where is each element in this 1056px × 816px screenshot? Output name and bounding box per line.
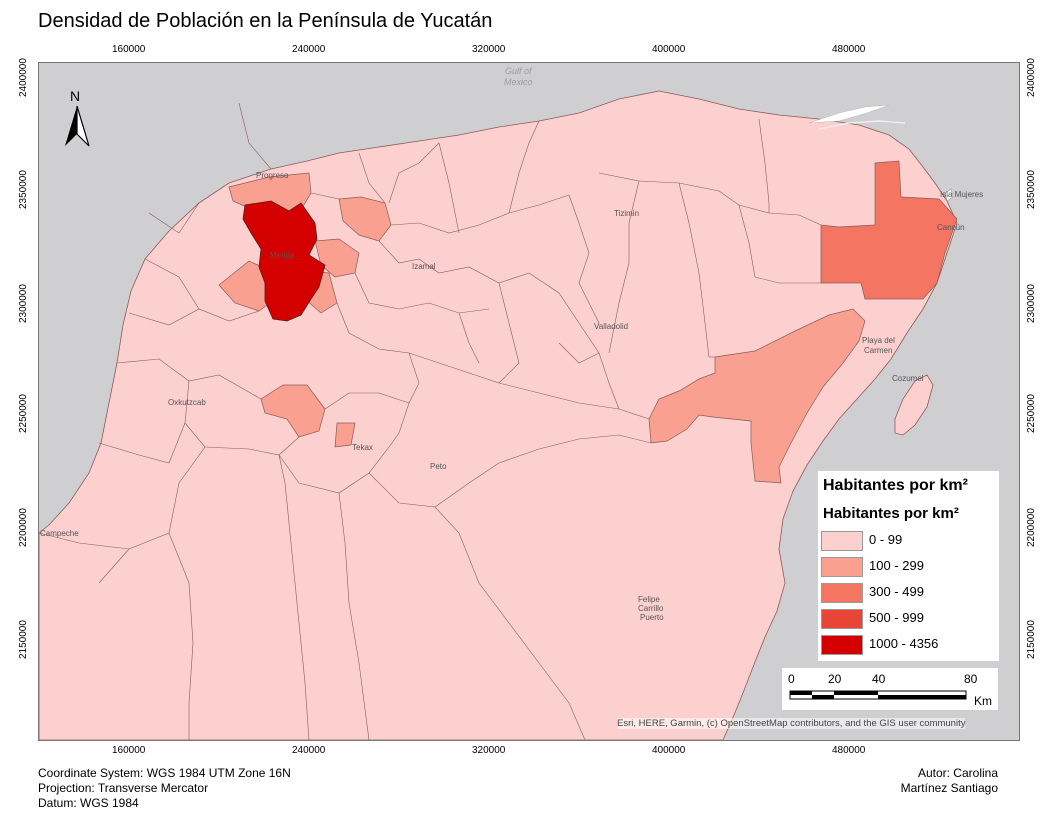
scale-label: 0	[788, 672, 795, 686]
coordinate-system: Coordinate System: WGS 1984 UTM Zone 16N	[38, 766, 291, 780]
y-coord-left: 2350000	[18, 170, 29, 209]
y-coord-right: 2300000	[1026, 284, 1037, 323]
x-coord-bottom: 320000	[472, 745, 506, 756]
place-label: Campeche	[40, 529, 79, 538]
place-label: Izamal	[412, 262, 436, 271]
place-label: Puerto	[640, 613, 664, 622]
map-canvas[interactable]	[38, 62, 1020, 741]
x-coord-top: 240000	[292, 44, 326, 55]
island-contoy	[808, 104, 890, 124]
y-coord-right: 2200000	[1026, 508, 1037, 547]
legend-row: 500 - 999	[821, 609, 997, 630]
zone-merida	[242, 200, 326, 322]
municipal-boundaries	[39, 102, 822, 740]
place-label: Carrillo	[638, 604, 664, 613]
datum: Datum: WGS 1984	[38, 796, 139, 810]
y-coord-right: 2400000	[1026, 58, 1037, 97]
x-coord-top: 400000	[652, 44, 686, 55]
place-label: Progreso	[256, 171, 289, 180]
place-label: Isla Mujeres	[940, 190, 984, 199]
north-arrow-icon	[65, 105, 90, 147]
map-title: Densidad de Población en la Península de…	[38, 10, 493, 32]
scale-label: 40	[872, 672, 886, 686]
zone-ticul	[260, 384, 326, 438]
footer-left: Coordinate System: WGS 1984 UTM Zone 16N…	[38, 766, 291, 811]
attribution-credit: Esri, HERE, Garmin, (c) OpenStreetMap co…	[617, 718, 966, 729]
legend-subtitle: Habitantes por km²	[823, 505, 959, 522]
legend-title: Habitantes por km²	[823, 477, 968, 494]
x-coord-bottom: 400000	[652, 745, 686, 756]
legend-label: 500 - 999	[869, 610, 924, 625]
legend-row: 1000 - 4356	[821, 635, 997, 656]
place-label: Peto	[430, 462, 447, 471]
scale-bar: 0 20 40 80 Km	[782, 668, 998, 710]
gulf-label-line: Gulf of	[505, 66, 532, 76]
y-coord-left: 2150000	[18, 620, 29, 659]
author-line: Martínez Santiago	[900, 781, 998, 795]
scale-label: 80	[964, 672, 978, 686]
legend-row: 0 - 99	[821, 531, 997, 552]
place-label: Felipe	[638, 595, 660, 604]
place-label: Cancún	[937, 223, 965, 232]
place-label: Playa del	[862, 336, 895, 345]
x-coord-top: 480000	[832, 44, 866, 55]
projection: Projection: Transverse Mercator	[38, 781, 209, 795]
island-cozumel	[894, 374, 934, 436]
place-label: Cozumel	[892, 374, 924, 383]
map-svg	[39, 63, 1019, 740]
y-coord-right: 2350000	[1026, 170, 1037, 209]
gulf-label-line: Mexico	[504, 77, 533, 87]
place-label: Tekax	[352, 443, 373, 452]
legend-label: 1000 - 4356	[869, 636, 939, 651]
place-label: Merida	[270, 251, 295, 260]
legend-swatch	[821, 531, 863, 551]
legend-label: 100 - 299	[869, 558, 924, 573]
scale-label: 20	[828, 672, 842, 686]
x-coord-bottom: 160000	[112, 745, 146, 756]
place-label: Valladolid	[594, 322, 629, 331]
zone-playa-tulum	[648, 308, 866, 484]
x-coord-top: 320000	[472, 44, 506, 55]
north-arrow: N	[60, 88, 94, 150]
island-mujeres	[944, 188, 954, 202]
legend-swatch	[821, 609, 863, 629]
author-line: Autor: Carolina	[917, 766, 998, 780]
place-label: Carmen	[864, 346, 893, 355]
legend-swatch	[821, 557, 863, 577]
y-coord-left: 2400000	[18, 58, 29, 97]
y-coord-right: 2250000	[1026, 394, 1037, 433]
x-coord-bottom: 240000	[292, 745, 326, 756]
zone-izamal-west	[338, 196, 392, 242]
legend-swatch	[821, 635, 863, 655]
x-coord-bottom: 480000	[832, 745, 866, 756]
gulf-label: Gulf of Mexico	[504, 66, 533, 88]
y-coord-left: 2250000	[18, 394, 29, 433]
legend-row: 300 - 499	[821, 583, 997, 604]
legend-label: 0 - 99	[869, 532, 903, 547]
zone-cancun	[820, 160, 958, 300]
place-label: Tizimin	[614, 209, 640, 218]
legend-label: 300 - 499	[869, 584, 924, 599]
footer-right: Autor: Carolina Martínez Santiago	[898, 766, 998, 796]
y-coord-left: 2200000	[18, 508, 29, 547]
legend-row: 100 - 299	[821, 557, 997, 578]
x-coord-top: 160000	[112, 44, 146, 55]
scale-bar-graphic	[789, 690, 967, 700]
map-legend: Habitantes por km² Habitantes por km² 0 …	[817, 470, 1000, 662]
north-label: N	[70, 88, 81, 104]
legend-swatch	[821, 583, 863, 603]
place-label: Oxkutzcab	[168, 398, 206, 407]
y-coord-right: 2150000	[1026, 620, 1037, 659]
scale-unit: Km	[974, 694, 992, 708]
zone-tekax	[334, 422, 356, 448]
coastal-lagoon	[818, 120, 906, 130]
y-coord-left: 2300000	[18, 284, 29, 323]
